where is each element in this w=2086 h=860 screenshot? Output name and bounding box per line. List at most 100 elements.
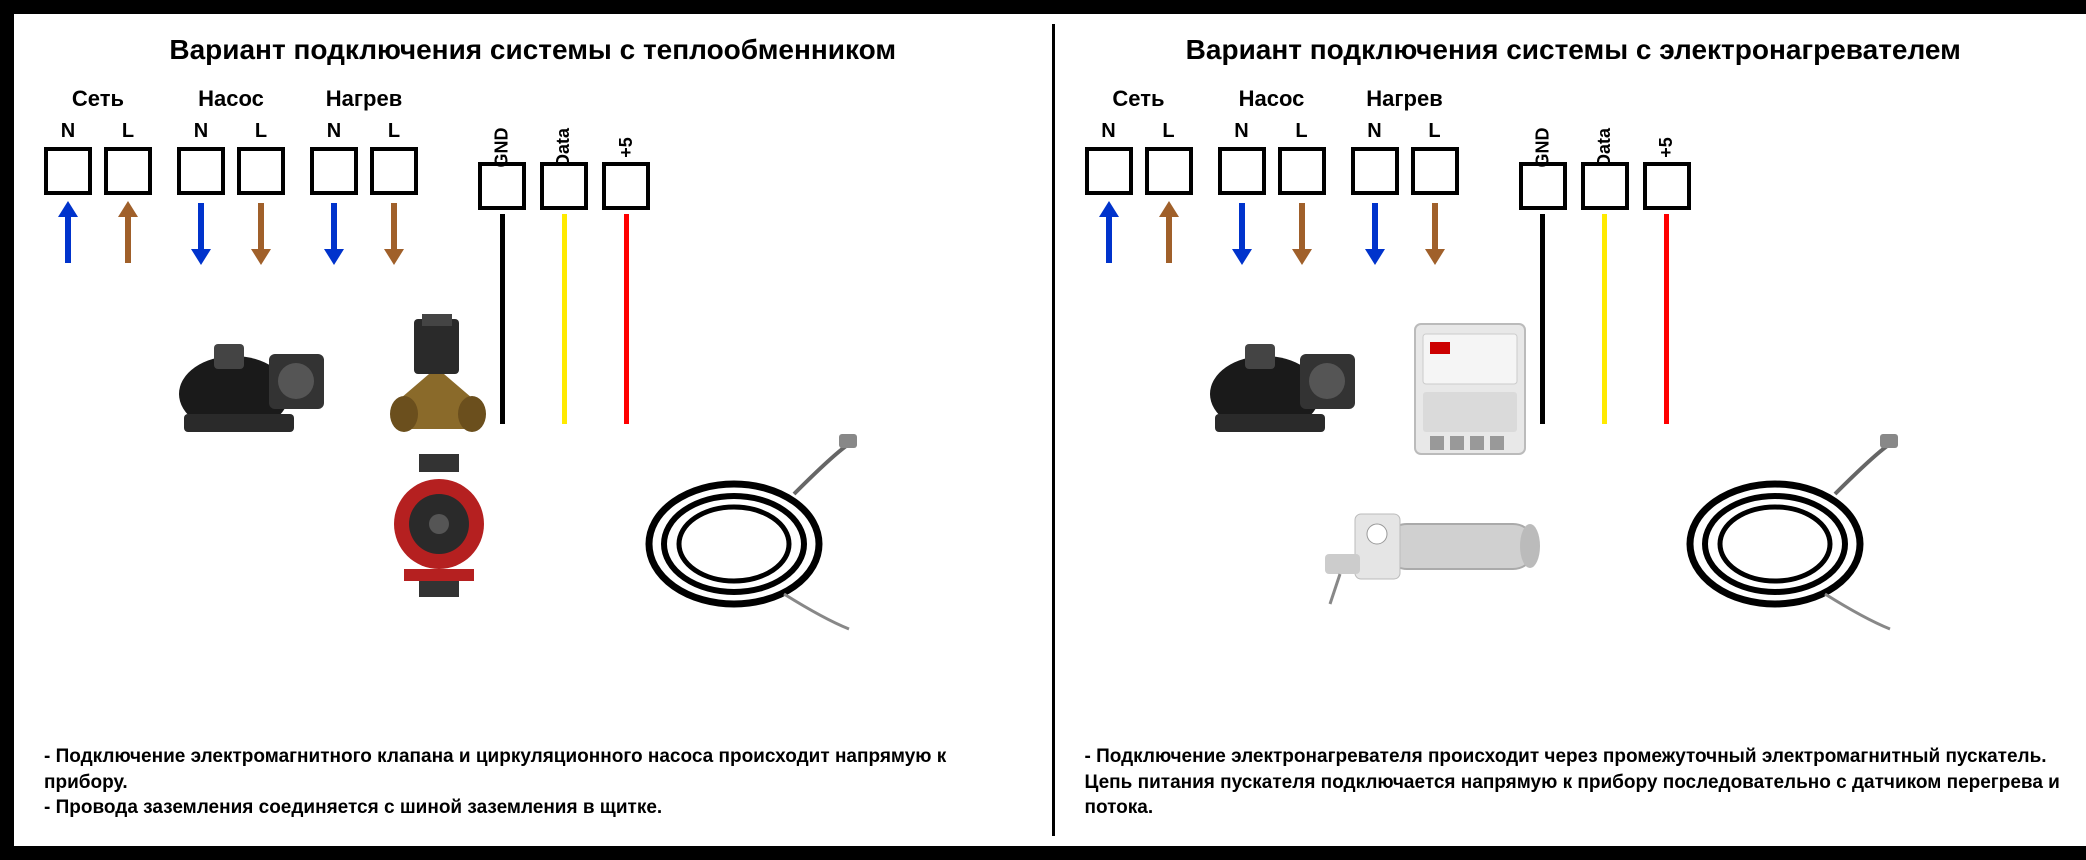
arrow-icon <box>320 201 348 265</box>
sensor-terminal: Data <box>540 108 588 424</box>
sensor-terminal: +5 <box>1643 108 1691 424</box>
arrow-icon <box>114 201 142 265</box>
note-line: - Провода заземления соединяется с шиной… <box>44 795 1022 821</box>
terminal-box <box>1218 147 1266 195</box>
terminal-box <box>310 147 358 195</box>
terminal-n: N <box>44 120 92 265</box>
arrow-icon <box>1361 201 1389 265</box>
notes-b: - Подключение электронагревателя происхо… <box>1085 744 2063 821</box>
arrow-icon <box>1228 201 1256 265</box>
terminal-n: N <box>177 120 225 265</box>
group-label: Насос <box>198 86 264 112</box>
pool-pump-icon <box>174 314 344 444</box>
terminal-box <box>1085 147 1133 195</box>
panel-a-title: Вариант подключения системы с теплообмен… <box>44 34 1022 66</box>
terminal-label: N <box>194 120 208 143</box>
arrow-icon <box>380 201 408 265</box>
terminal-l: L <box>237 120 285 265</box>
terminal-label: L <box>122 120 134 143</box>
terminal-label: L <box>255 120 267 143</box>
terminal-l: L <box>370 120 418 265</box>
terminal-label: N <box>61 120 75 143</box>
group-label: Сеть <box>1112 86 1164 112</box>
arrow-icon <box>1155 201 1183 265</box>
terminal-box <box>1643 162 1691 210</box>
wire <box>624 214 629 424</box>
terminal-box <box>1411 147 1459 195</box>
arrow-icon <box>1421 201 1449 265</box>
sensor-label: GND <box>482 108 522 158</box>
terminal-box <box>44 147 92 195</box>
terminal-label: N <box>327 120 341 143</box>
arrow-icon <box>1095 201 1123 265</box>
panel-heat-exchanger: Вариант подключения системы с теплообмен… <box>14 14 1052 846</box>
sensor-cable-icon <box>634 434 864 639</box>
terminal-n: N <box>310 120 358 265</box>
sensor-cable-icon <box>1675 434 1905 639</box>
terminal-n: N <box>1085 120 1133 265</box>
sensor-label: +5 <box>616 108 637 158</box>
terminal-box <box>237 147 285 195</box>
sensor-block-b: GND Data +5 <box>1519 108 1691 424</box>
power-block-a: Сеть N L Насос N <box>44 86 418 265</box>
terminal-box <box>602 162 650 210</box>
terminal-n: N <box>1218 120 1266 265</box>
terminal-box <box>478 162 526 210</box>
terminal-box <box>1278 147 1326 195</box>
arrow-icon <box>247 201 275 265</box>
terminal-label: L <box>1162 120 1174 143</box>
terminal-group: Насос N L <box>177 86 285 265</box>
terminal-box <box>1145 147 1193 195</box>
sensor-label: Data <box>1585 108 1624 158</box>
devices-b <box>1205 314 1535 464</box>
notes-a: - Подключение электромагнитного клапана … <box>44 744 1022 821</box>
group-label: Нагрев <box>1366 86 1442 112</box>
terminal-label: L <box>388 120 400 143</box>
sensor-label: Data <box>544 108 583 158</box>
group-label: Сеть <box>72 86 124 112</box>
terminal-box <box>370 147 418 195</box>
terminal-l: L <box>1411 120 1459 265</box>
terminal-label: L <box>1295 120 1307 143</box>
panel-electric-heater: Вариант подключения системы с электронаг… <box>1055 14 2086 846</box>
terminal-box <box>177 147 225 195</box>
terminal-l: L <box>1145 120 1193 265</box>
arrow-icon <box>187 201 215 265</box>
power-block-b: Сеть N L Насос N <box>1085 86 1459 265</box>
sensor-label: +5 <box>1656 108 1677 158</box>
terminal-group: Насос N L <box>1218 86 1326 265</box>
terminal-group: Нагрев N L <box>310 86 418 265</box>
pool-pump-icon <box>1205 314 1375 444</box>
group-label: Нагрев <box>326 86 402 112</box>
terminal-label: N <box>1101 120 1115 143</box>
sensor-terminal: Data <box>1581 108 1629 424</box>
diagram-frame: Вариант подключения системы с теплообмен… <box>10 10 2086 850</box>
terminal-box <box>540 162 588 210</box>
solenoid-valve-and-circ-pump <box>374 314 504 604</box>
arrow-icon <box>1288 201 1316 265</box>
devices-a <box>174 314 504 604</box>
arrow-icon <box>54 201 82 265</box>
wire <box>562 214 567 424</box>
electric-heater-icon <box>1325 484 1545 614</box>
panel-b-title: Вариант подключения системы с электронаг… <box>1085 34 2063 66</box>
group-label: Насос <box>1239 86 1305 112</box>
terminal-group: Сеть N L <box>44 86 152 265</box>
sensor-label: GND <box>1523 108 1563 158</box>
terminal-label: N <box>1367 120 1381 143</box>
terminal-group: Нагрев N L <box>1351 86 1459 265</box>
terminal-label: N <box>1234 120 1248 143</box>
terminal-l: L <box>1278 120 1326 265</box>
terminal-n: N <box>1351 120 1399 265</box>
wire <box>1602 214 1607 424</box>
sensor-terminal: +5 <box>602 108 650 424</box>
wire <box>1664 214 1669 424</box>
terminal-group: Сеть N L <box>1085 86 1193 265</box>
terminal-l: L <box>104 120 152 265</box>
contactor-icon <box>1405 314 1535 464</box>
wire <box>1540 214 1545 424</box>
terminal-label: L <box>1428 120 1440 143</box>
note-line: - Подключение электронагревателя происхо… <box>1085 744 2063 821</box>
terminal-box <box>1519 162 1567 210</box>
terminal-box <box>104 147 152 195</box>
